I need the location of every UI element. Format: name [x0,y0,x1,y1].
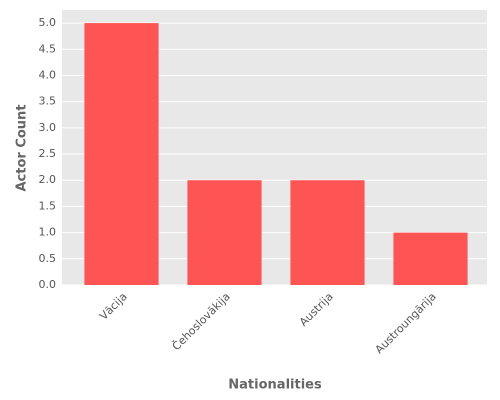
y-tick-label: 3.0 [39,121,57,134]
y-tick-label: 0.0 [39,278,57,291]
y-tick-label: 3.5 [39,95,57,108]
x-tick-label: Vācija [97,290,130,323]
x-tick-label: Čehoslovākija [170,290,233,353]
y-tick-label: 4.5 [39,42,57,55]
y-tick-label: 2.0 [39,173,57,186]
y-tick-label: 4.0 [39,68,57,81]
y-tick-label: 1.0 [39,226,57,239]
x-axis-title: Nationalities [228,378,322,393]
bar [84,23,159,285]
y-tick-label: 5.0 [39,16,57,29]
y-tick-label: 1.5 [39,199,57,212]
x-tick-label: Austrija [297,290,336,329]
bar [290,180,365,285]
y-tick-label: 0.5 [39,252,57,265]
bar [187,180,262,285]
y-tick-label: 2.5 [39,147,57,160]
y-axis-title: Actor Count [15,104,30,191]
bar [393,232,468,285]
x-tick-label: Austroungārija [373,290,439,356]
